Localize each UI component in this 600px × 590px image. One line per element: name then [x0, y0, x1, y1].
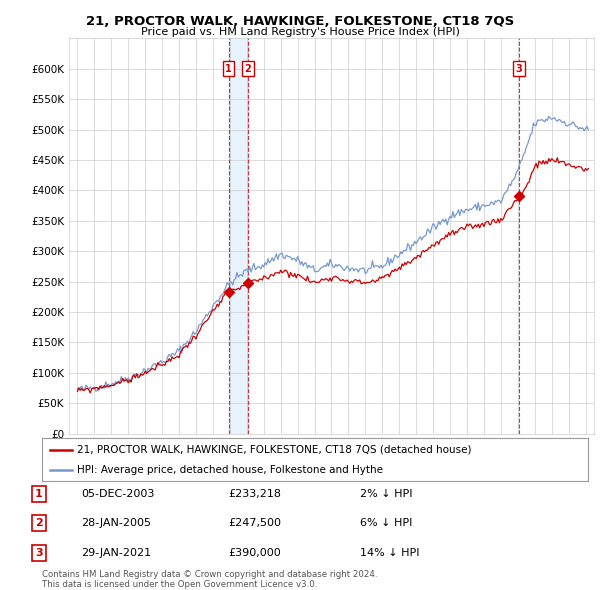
Text: 29-JAN-2021: 29-JAN-2021 — [81, 548, 151, 558]
Text: 21, PROCTOR WALK, HAWKINGE, FOLKESTONE, CT18 7QS (detached house): 21, PROCTOR WALK, HAWKINGE, FOLKESTONE, … — [77, 445, 472, 455]
Text: 21, PROCTOR WALK, HAWKINGE, FOLKESTONE, CT18 7QS: 21, PROCTOR WALK, HAWKINGE, FOLKESTONE, … — [86, 15, 514, 28]
Text: 1: 1 — [35, 489, 43, 499]
Bar — [229, 38, 248, 434]
Text: £390,000: £390,000 — [228, 548, 281, 558]
Text: 14% ↓ HPI: 14% ↓ HPI — [360, 548, 419, 558]
Text: This data is licensed under the Open Government Licence v3.0.: This data is licensed under the Open Gov… — [42, 579, 317, 589]
Text: 6% ↓ HPI: 6% ↓ HPI — [360, 519, 412, 528]
Text: 3: 3 — [35, 548, 43, 558]
Text: £247,500: £247,500 — [228, 519, 281, 528]
Text: 05-DEC-2003: 05-DEC-2003 — [81, 489, 154, 499]
Text: Price paid vs. HM Land Registry's House Price Index (HPI): Price paid vs. HM Land Registry's House … — [140, 27, 460, 37]
Text: 2: 2 — [245, 64, 251, 74]
Text: 2% ↓ HPI: 2% ↓ HPI — [360, 489, 413, 499]
Text: 2: 2 — [35, 519, 43, 528]
Text: 3: 3 — [515, 64, 523, 74]
Text: 28-JAN-2005: 28-JAN-2005 — [81, 519, 151, 528]
Text: £233,218: £233,218 — [228, 489, 281, 499]
Text: HPI: Average price, detached house, Folkestone and Hythe: HPI: Average price, detached house, Folk… — [77, 466, 383, 475]
Text: Contains HM Land Registry data © Crown copyright and database right 2024.: Contains HM Land Registry data © Crown c… — [42, 570, 377, 579]
Text: 1: 1 — [225, 64, 232, 74]
